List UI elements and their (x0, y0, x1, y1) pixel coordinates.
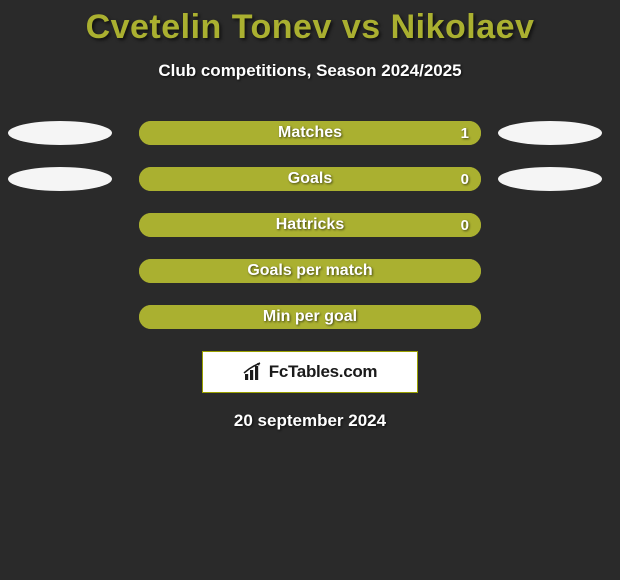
stat-bar: Goals per match (139, 259, 481, 283)
left-ellipse (8, 167, 112, 191)
stat-bar-outline (139, 121, 481, 145)
brand-name: FcTables.com (269, 362, 378, 382)
stat-bar-outline (139, 305, 481, 329)
brand-chart-icon (243, 362, 265, 382)
stat-bar: Goals0 (139, 167, 481, 191)
stat-row: Goals0 (0, 167, 620, 191)
comparison-infographic: Cvetelin Tonev vs Nikolaev Club competit… (0, 0, 620, 431)
stats-rows: Matches1 Goals0 Hattricks0 Goals per match M… (0, 121, 620, 329)
stat-row: Hattricks0 (0, 213, 620, 237)
stat-bar: Hattricks0 (139, 213, 481, 237)
stat-bar-outline (139, 213, 481, 237)
stat-row: Min per goal (0, 305, 620, 329)
left-ellipse (8, 121, 112, 145)
snapshot-date: 20 september 2024 (0, 411, 620, 431)
stat-bar: Matches1 (139, 121, 481, 145)
stat-row: Matches1 (0, 121, 620, 145)
stat-row: Goals per match (0, 259, 620, 283)
page-title: Cvetelin Tonev vs Nikolaev (0, 8, 620, 47)
stat-bar: Min per goal (139, 305, 481, 329)
right-ellipse (498, 121, 602, 145)
right-ellipse (498, 167, 602, 191)
stat-bar-outline (139, 167, 481, 191)
brand-logo: FcTables.com (202, 351, 418, 393)
subtitle: Club competitions, Season 2024/2025 (0, 61, 620, 81)
stat-bar-outline (139, 259, 481, 283)
